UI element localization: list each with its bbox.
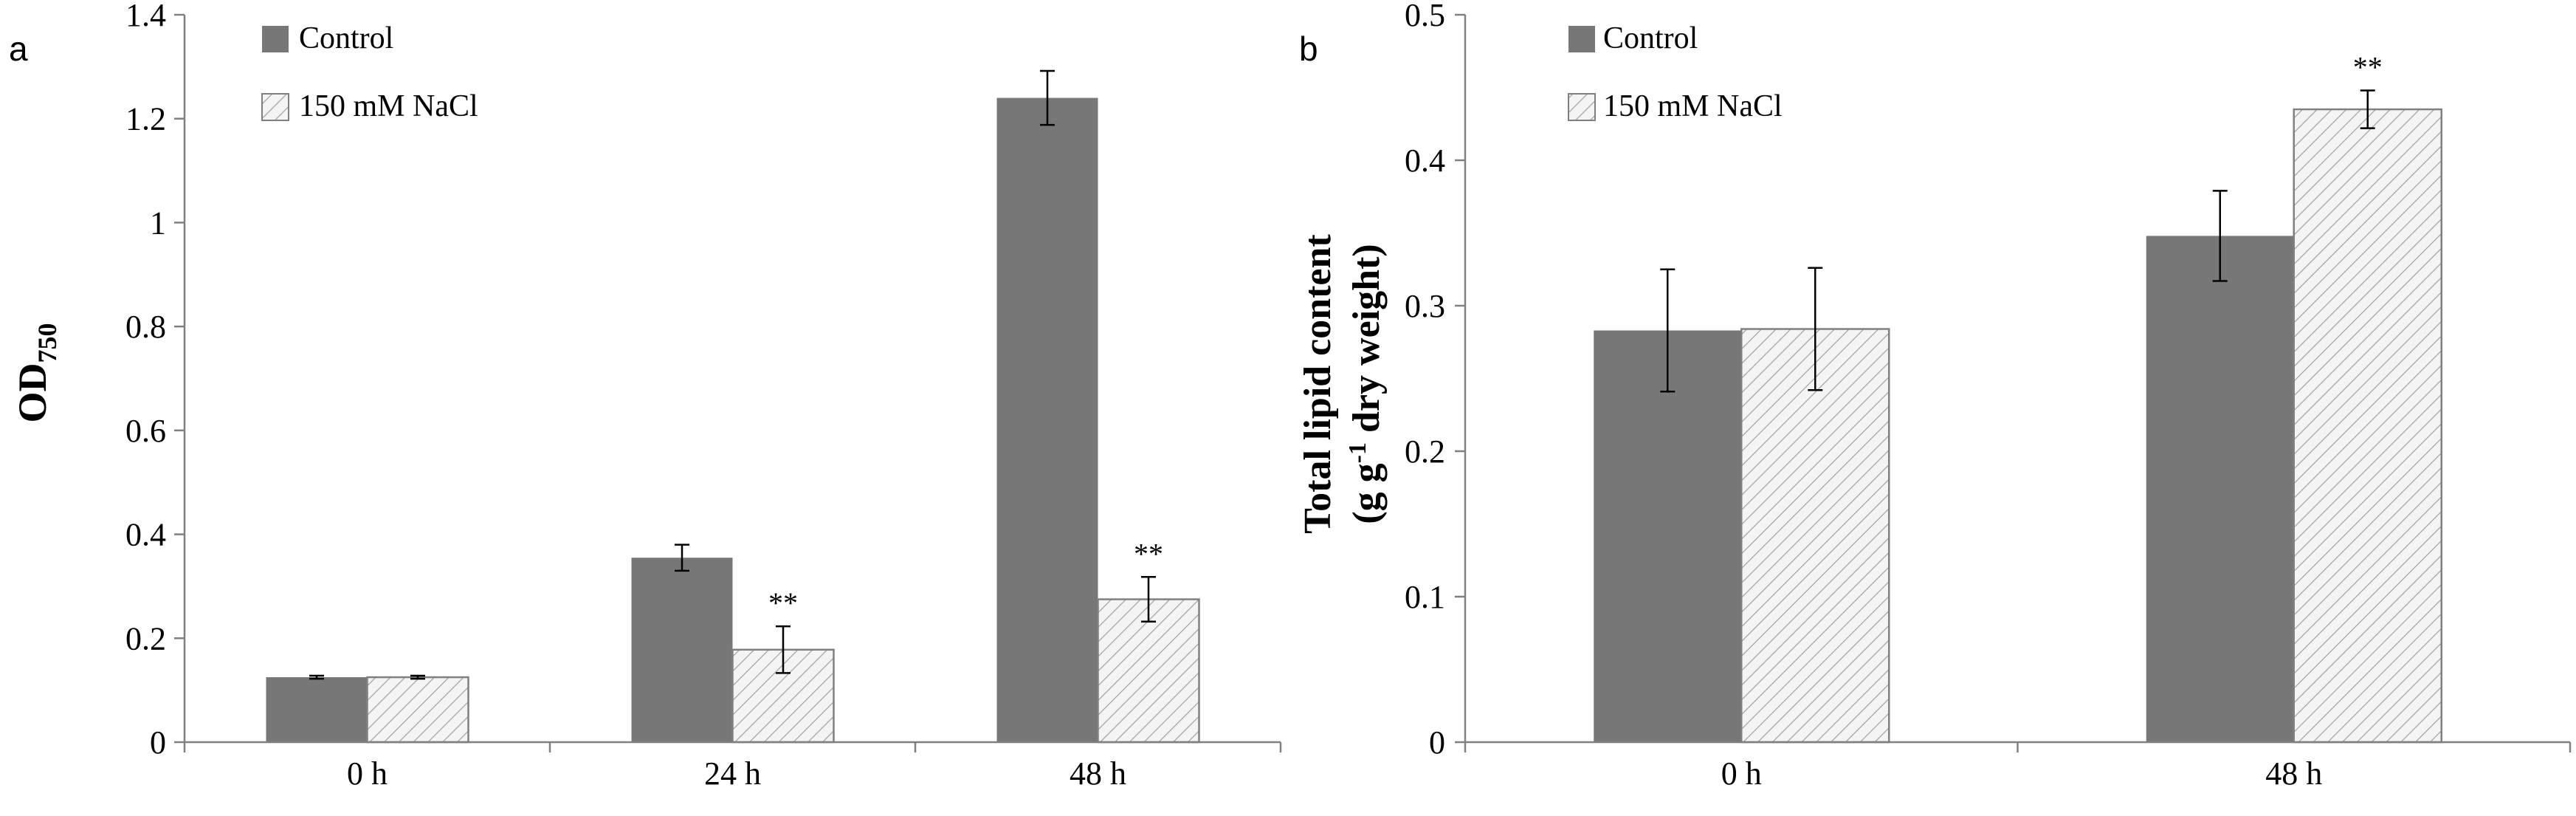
legend-swatch-150-mm-nacl [261,93,289,121]
legend-label-150-mm-nacl: 150 mM NaCl [299,89,478,123]
legend-swatch-control [1568,26,1595,52]
panel-a-bars [266,97,1200,744]
panel-a-ticks: 0 0.2 0.4 0.6 0.8 1 1.2 1.4 [125,0,185,761]
x-tick-label-48-h: 48 h [2265,755,2322,792]
legend-swatch-control [262,26,289,52]
legend-label-control: Control [1603,21,1698,55]
panel-a-y-axis-label-subscript: 750 [32,323,62,363]
x-tick-label-0-h: 0 h [347,755,388,792]
panel-a-significance-marks: ** ** [768,537,1163,620]
panel-b-error-bars [1660,89,2375,393]
panel-a-label: a [9,30,28,68]
bar-150-mm-nacl-48-h [1097,598,1200,744]
panel-b-axes [1464,15,2572,752]
y-tick-label: 0.5 [1405,0,1445,33]
panel-b-bars [1594,108,2442,744]
significance-mark-24-h: ** [768,586,798,620]
bar-150-mm-nacl-48-h [2293,108,2442,744]
panel-b-y-axis-label-units: (g g-1 dry weight) [1344,244,1388,524]
panel-a-axes [183,15,1282,752]
panel-a-y-axis-label: OD750 [10,323,62,423]
panel-b-y-units-post: dry weight) [1346,244,1388,442]
bar-control-48-h [2146,236,2294,742]
y-tick-label: 0.2 [1405,433,1445,470]
panel-a-x-tick-labels: 0 h 24 h 48 h [347,755,1126,792]
y-tick-label: 0.4 [1405,143,1445,179]
panel-b: b Total lipid content (g g-1 dry weight)… [1297,0,2572,792]
panel-b-x-tick-labels: 0 h 48 h [1721,755,2323,792]
x-tick-label-48-h: 48 h [1070,755,1126,792]
panel-b-y-axis-label: Total lipid content [1297,234,1339,534]
y-tick-label: 1 [150,205,166,241]
y-tick-label: 0.4 [125,517,166,553]
bar-150-mm-nacl-0-h [1740,328,1890,744]
legend-label-150-mm-nacl: 150 mM NaCl [1603,89,1783,123]
panel-b-legend: Control 150 mM NaCl [1568,21,1783,123]
y-tick-label: 0 [1429,724,1445,761]
bar-control-24-h [631,558,733,742]
x-tick-label-0-h: 0 h [1721,755,1762,792]
significance-mark-48-h: ** [1134,537,1163,570]
y-tick-label: 0.6 [125,413,166,449]
panel-a-error-bars [309,69,1156,680]
y-tick-label: 1.4 [125,0,166,33]
bar-control-48-h [996,97,1098,743]
y-tick-label: 0.8 [125,309,166,345]
panel-a-legend: Control 150 mM NaCl [261,21,478,123]
y-tick-label: 1.2 [125,101,166,137]
y-tick-label: 0.2 [125,620,166,656]
y-tick-label: 0.3 [1405,288,1445,324]
panel-b-y-units-pre: (g g [1346,463,1388,524]
panel-b-significance-marks: ** [2353,50,2383,83]
legend-swatch-150-mm-nacl [1568,93,1596,121]
legend-label-control: Control [299,21,393,55]
y-tick-label: 0 [150,724,166,761]
y-tick-label: 0.1 [1405,579,1445,615]
bar-control-0-h [266,677,368,742]
bar-150-mm-nacl-0-h [366,676,469,744]
panel-b-y-units-superscript: -1 [1344,442,1371,463]
panel-a-y-axis-label-main: OD [10,363,55,423]
bar-control-0-h [1594,330,1742,742]
panel-a: a OD750 0 0.2 0.4 0.6 0.8 1 1.2 1.4 ** ** 0 h 24 … [9,0,1282,792]
x-tick-label-24-h: 24 h [704,755,761,792]
panel-b-label: b [1299,30,1318,68]
significance-mark-48-h: ** [2353,50,2383,83]
panel-b-ticks: 0 0.1 0.2 0.3 0.4 0.5 [1405,0,1465,761]
